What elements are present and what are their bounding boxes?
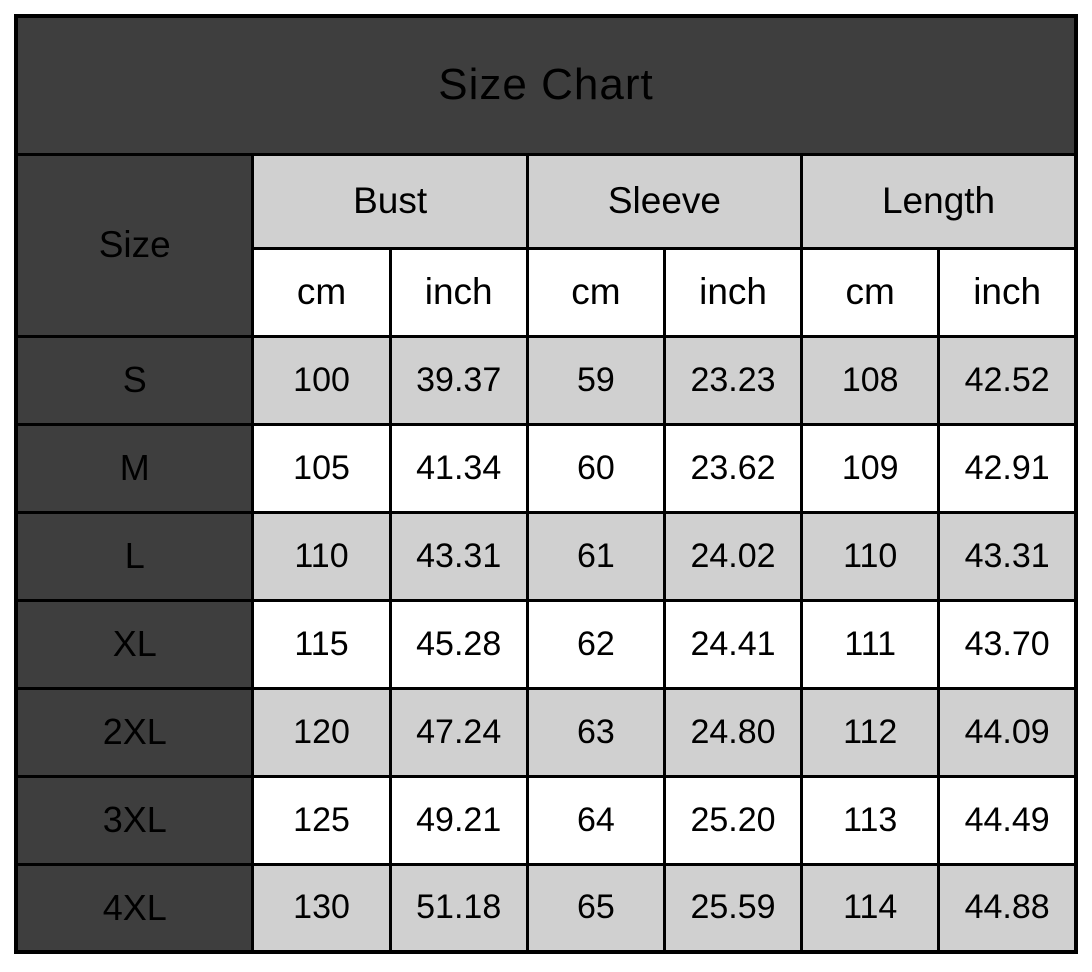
unit-header-bust-cm: cm <box>251 246 392 338</box>
size-column-header: Size <box>14 152 255 338</box>
cell-m-bust-cm: 105 <box>251 422 392 514</box>
row-label-m: M <box>14 422 255 514</box>
table-row-2xl: 2XL 120 47.24 63 24.80 112 44.09 <box>14 686 1078 778</box>
unit-header-length-cm: cm <box>800 246 941 338</box>
size-chart-table: Size Chart Size Bust Sleeve Length cm in… <box>14 14 1078 954</box>
cell-m-sleeve-cm: 60 <box>525 422 666 514</box>
cell-2xl-length-cm: 112 <box>800 686 941 778</box>
cell-xl-bust-cm: 115 <box>251 598 392 690</box>
row-label-l: L <box>14 510 255 602</box>
cell-l-sleeve-cm: 61 <box>525 510 666 602</box>
unit-header-length-inch: inch <box>937 246 1078 338</box>
cell-4xl-length-cm: 114 <box>800 862 941 954</box>
cell-xl-length-inch: 43.70 <box>937 598 1078 690</box>
cell-l-sleeve-inch: 24.02 <box>662 510 804 602</box>
group-header-sleeve: Sleeve <box>525 152 804 250</box>
cell-xl-length-cm: 111 <box>800 598 941 690</box>
cell-l-bust-inch: 43.31 <box>388 510 529 602</box>
unit-header-bust-inch: inch <box>388 246 529 338</box>
cell-3xl-sleeve-inch: 25.20 <box>662 774 804 866</box>
unit-header-row: cm inch cm inch cm inch <box>16 246 1078 338</box>
cell-4xl-sleeve-inch: 25.59 <box>662 862 804 954</box>
cell-xl-bust-inch: 45.28 <box>388 598 529 690</box>
cell-3xl-bust-inch: 49.21 <box>388 774 529 866</box>
group-header-bust: Bust <box>251 152 529 250</box>
cell-s-sleeve-inch: 23.23 <box>662 334 804 426</box>
table-row-4xl: 4XL 130 51.18 65 25.59 114 44.88 <box>14 862 1078 954</box>
cell-s-sleeve-cm: 59 <box>525 334 666 426</box>
cell-4xl-bust-cm: 130 <box>251 862 392 954</box>
cell-l-length-cm: 110 <box>800 510 941 602</box>
table-row-xl: XL 115 45.28 62 24.41 111 43.70 <box>14 598 1078 690</box>
cell-xl-sleeve-cm: 62 <box>525 598 666 690</box>
table-row-m: M 105 41.34 60 23.62 109 42.91 <box>14 422 1078 514</box>
cell-2xl-sleeve-inch: 24.80 <box>662 686 804 778</box>
unit-header-sleeve-inch: inch <box>662 246 804 338</box>
title-row: Size Chart <box>14 14 1078 156</box>
row-label-2xl: 2XL <box>14 686 255 778</box>
table-row-s: S 100 39.37 59 23.23 108 42.52 <box>14 334 1078 426</box>
cell-2xl-length-inch: 44.09 <box>937 686 1078 778</box>
cell-m-bust-inch: 41.34 <box>388 422 529 514</box>
cell-4xl-length-inch: 44.88 <box>937 862 1078 954</box>
cell-m-length-inch: 42.91 <box>937 422 1078 514</box>
row-label-3xl: 3XL <box>14 774 255 866</box>
cell-s-length-inch: 42.52 <box>937 334 1078 426</box>
cell-m-sleeve-inch: 23.62 <box>662 422 804 514</box>
cell-4xl-sleeve-cm: 65 <box>525 862 666 954</box>
cell-3xl-sleeve-cm: 64 <box>525 774 666 866</box>
cell-2xl-bust-cm: 120 <box>251 686 392 778</box>
cell-s-length-cm: 108 <box>800 334 941 426</box>
row-label-xl: XL <box>14 598 255 690</box>
cell-s-bust-cm: 100 <box>251 334 392 426</box>
group-header-row: Size Bust Sleeve Length <box>14 152 1078 338</box>
cell-2xl-bust-inch: 47.24 <box>388 686 529 778</box>
cell-s-bust-inch: 39.37 <box>388 334 529 426</box>
cell-2xl-sleeve-cm: 63 <box>525 686 666 778</box>
table-row-l: L 110 43.31 61 24.02 110 43.31 <box>14 510 1078 602</box>
table-row-3xl: 3XL 125 49.21 64 25.20 113 44.49 <box>14 774 1078 866</box>
cell-m-length-cm: 109 <box>800 422 941 514</box>
unit-header-sleeve-cm: cm <box>525 246 666 338</box>
page-title: Size Chart <box>14 14 1078 156</box>
row-label-s: S <box>14 334 255 426</box>
cell-3xl-length-inch: 44.49 <box>937 774 1078 866</box>
cell-4xl-bust-inch: 51.18 <box>388 862 529 954</box>
cell-l-bust-cm: 110 <box>251 510 392 602</box>
group-header-length: Length <box>800 152 1078 250</box>
row-label-4xl: 4XL <box>14 862 255 954</box>
cell-l-length-inch: 43.31 <box>937 510 1078 602</box>
cell-3xl-length-cm: 113 <box>800 774 941 866</box>
cell-xl-sleeve-inch: 24.41 <box>662 598 804 690</box>
cell-3xl-bust-cm: 125 <box>251 774 392 866</box>
